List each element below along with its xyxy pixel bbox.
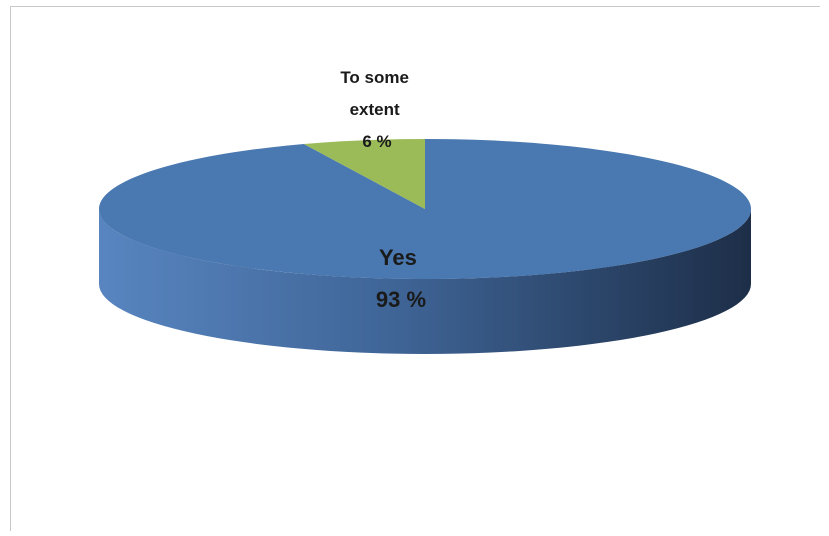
slice-to-some-extent	[303, 139, 425, 209]
label-to-some-extent: To some extent 6 %	[340, 68, 413, 151]
value-to-some-extent: 6 %	[362, 132, 391, 151]
label-yes: Yes 93 %	[376, 245, 426, 312]
pie-side-wall	[99, 209, 751, 354]
label-yes-name: Yes	[379, 245, 417, 270]
value-yes: 93 %	[376, 287, 426, 312]
label-to-some-extent-line2: extent	[350, 100, 400, 119]
label-to-some-extent-line1: To some	[340, 68, 409, 87]
slice-yes	[99, 139, 752, 279]
